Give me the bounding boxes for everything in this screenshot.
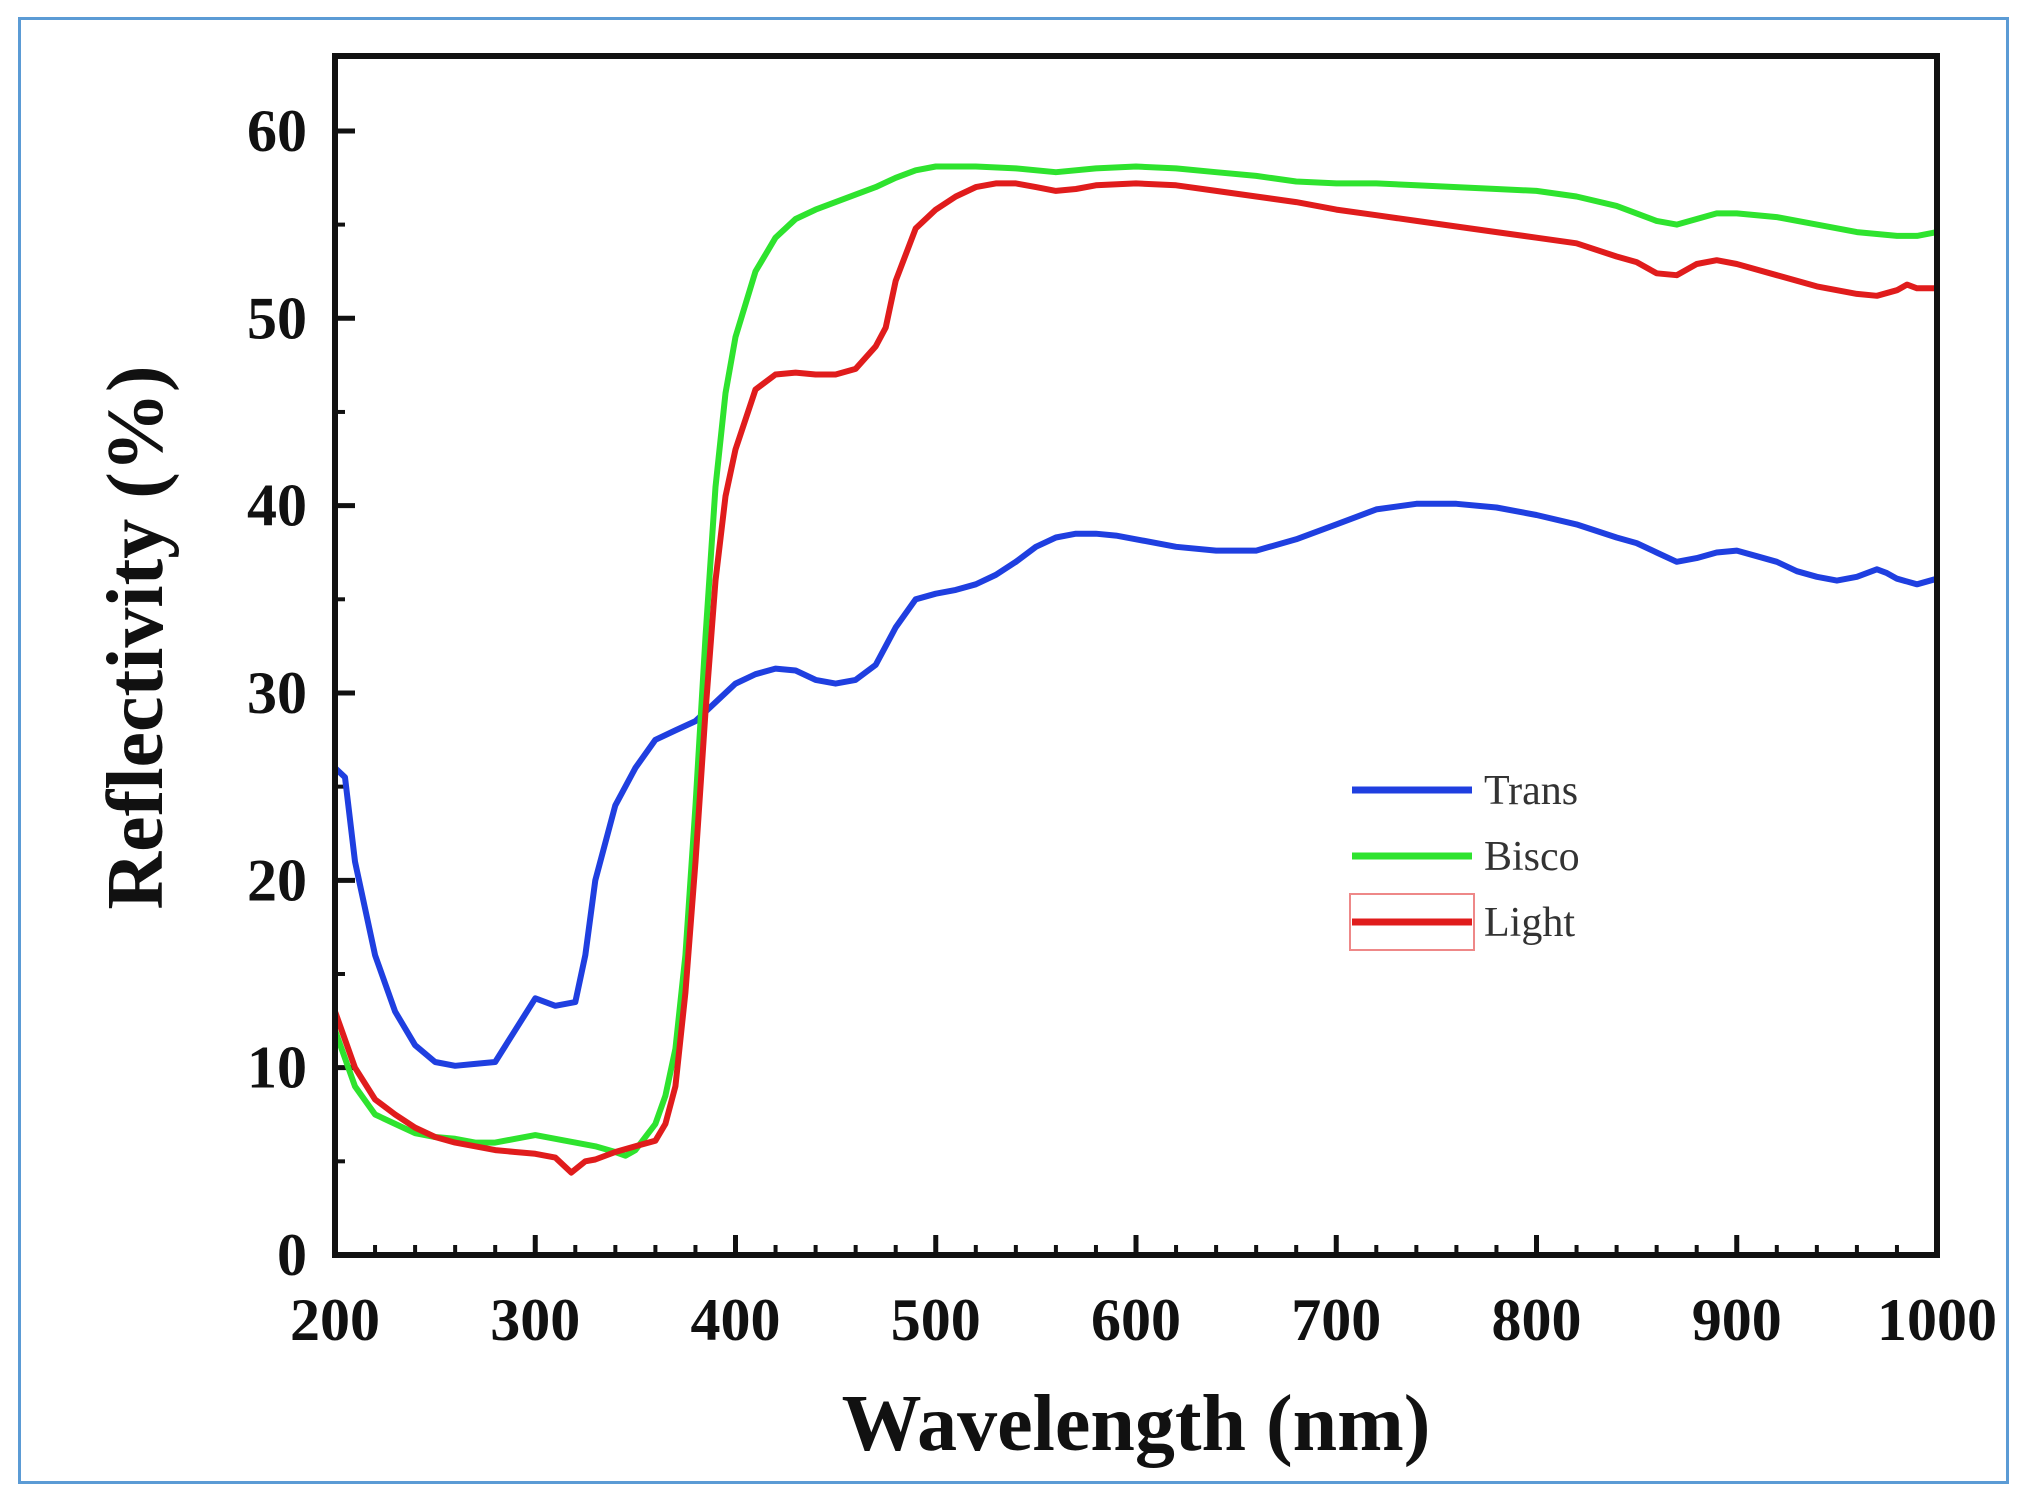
y-tick-label: 40: [247, 473, 307, 539]
x-tick-labels: 200 300 400 500 600 700 800 900 1000: [290, 1287, 1997, 1353]
y-tick-label: 60: [247, 98, 307, 164]
y-tick-label: 10: [247, 1035, 307, 1101]
legend-label-trans: Trans: [1484, 768, 1578, 814]
y-tick-label: 30: [247, 660, 307, 726]
x-tick-label: 800: [1492, 1287, 1582, 1353]
y-tick-label: 50: [247, 285, 307, 351]
x-tick-label: 500: [891, 1287, 981, 1353]
x-tick-label: 200: [290, 1287, 380, 1353]
series-line-trans: [332, 500, 1940, 1069]
series-layer: [332, 163, 1940, 1176]
x-tick-label: 900: [1692, 1287, 1782, 1353]
y-axis-title: Reflectivity (%): [92, 365, 180, 909]
x-tick-label: 1000: [1877, 1287, 1997, 1353]
y-tick-label: 20: [247, 847, 307, 913]
x-tick-label: 400: [691, 1287, 781, 1353]
y-tick-labels: 0 10 20 30 40 50 60: [247, 98, 307, 1288]
legend-light-marker-box: [1349, 893, 1475, 951]
x-tick-label: 300: [490, 1287, 580, 1353]
x-axis-title: Wavelength (nm): [842, 1380, 1431, 1468]
series-line-bisco: [332, 163, 1940, 1159]
series-line-light: [332, 180, 1940, 1176]
ticks-layer: [332, 128, 1940, 1258]
plot-area-border: [332, 53, 1940, 1258]
x-tick-label: 700: [1291, 1287, 1381, 1353]
legend-label-bisco: Bisco: [1484, 834, 1580, 880]
legend-label-light: Light: [1484, 900, 1575, 946]
y-tick-label: 0: [277, 1222, 307, 1288]
legend: Trans Bisco Light: [1349, 768, 1580, 951]
x-tick-label: 600: [1091, 1287, 1181, 1353]
chart-frame: [18, 17, 2009, 1484]
